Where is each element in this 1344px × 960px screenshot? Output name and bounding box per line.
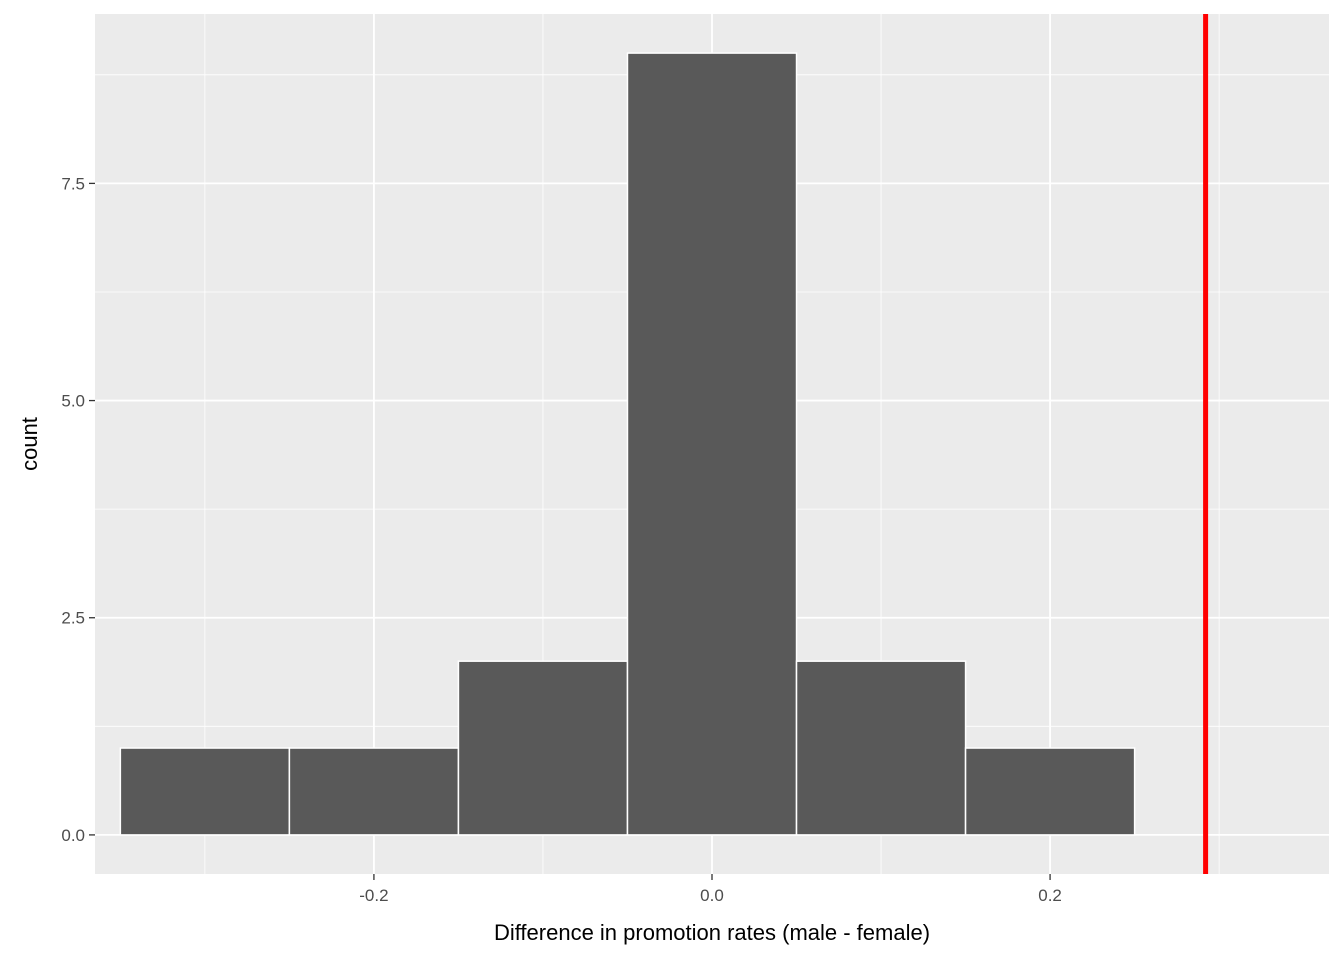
x-axis-title: Difference in promotion rates (male - fe… [494, 920, 930, 945]
y-axis-title: count [17, 417, 42, 471]
y-tick-label: 5.0 [61, 392, 85, 411]
y-axis: 0.0 2.5 5.0 7.5 [61, 174, 95, 845]
y-tick-label: 2.5 [61, 609, 85, 628]
y-tick-label: 0.0 [61, 826, 85, 845]
x-axis: -0.2 0.0 0.2 [359, 874, 1062, 905]
histogram-bar-3 [457, 660, 629, 836]
histogram-bar-5 [795, 660, 967, 836]
x-tick-label: 0.2 [1038, 886, 1062, 905]
y-tick-label: 7.5 [61, 174, 85, 193]
histogram-bars [119, 52, 1136, 836]
x-tick-label: 0.0 [700, 886, 724, 905]
histogram-bar-1 [119, 747, 291, 836]
histogram-bar-4 [626, 52, 798, 836]
histogram-bar-6 [964, 747, 1136, 836]
histogram-bar-2 [288, 747, 460, 836]
x-tick-label: -0.2 [359, 886, 388, 905]
